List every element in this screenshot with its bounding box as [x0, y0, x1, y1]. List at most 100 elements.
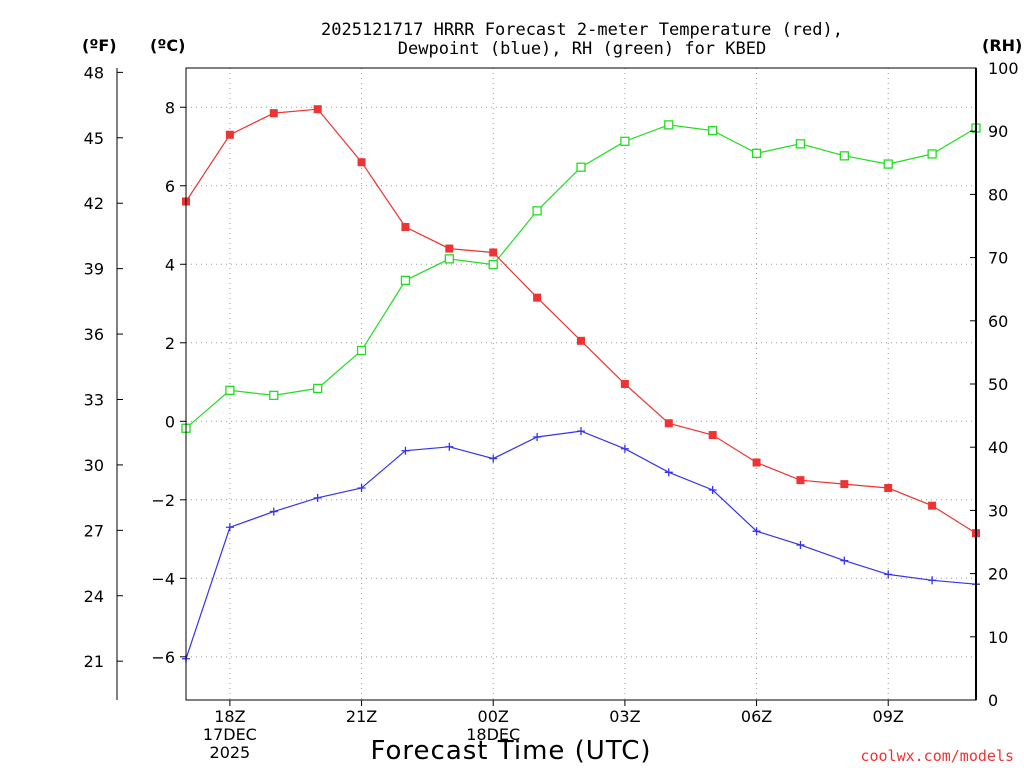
rh-point [444, 254, 454, 264]
rh-point [664, 120, 674, 130]
fahrenheit-tick-label: 33 [84, 390, 104, 409]
time-tick-label: 21Z [346, 707, 377, 726]
temperature-point [928, 501, 937, 510]
series-2-meter-temperature [182, 105, 980, 538]
dewpoint-point [313, 493, 322, 502]
chart-title-line-2: Dewpoint (blue), RH (green) for KBED [398, 39, 766, 59]
time-tick-label: 09Z [873, 707, 904, 726]
dewpoint-point [884, 570, 893, 579]
dewpoint-point [577, 427, 585, 436]
dewpoint-point [401, 446, 410, 455]
rh-tick-label: 10 [988, 628, 1008, 647]
celsius-tick-label: 2 [165, 334, 175, 353]
time-tick-label: 18Z [214, 707, 245, 726]
rh-point [795, 139, 806, 149]
rh-tick-label: 50 [988, 375, 1008, 394]
time-tick-label: 18DEC [466, 725, 520, 744]
rh-point [532, 206, 542, 216]
rh-tick-label: 60 [988, 312, 1008, 331]
dewpoint-point [796, 540, 805, 549]
celsius-tick-label: −4 [151, 569, 175, 588]
rh-point [883, 159, 893, 169]
series-rh [181, 120, 981, 433]
rh-point [225, 385, 235, 395]
dewpoint-point [269, 507, 278, 516]
fahrenheit-tick-label: 24 [84, 587, 104, 606]
rh-point [839, 151, 849, 161]
rh-point [620, 136, 630, 146]
rh-axis: 0 10 20 30 40 50 60 70 80 90 100 [970, 59, 1019, 710]
dewpoint-point [489, 454, 498, 463]
rh-tick-label: 90 [988, 122, 1008, 141]
dewpoint-point [752, 527, 761, 536]
chart-title: 2025121717 HRRR Forecast 2-meter Tempera… [321, 20, 843, 59]
rh-point [313, 383, 323, 394]
fahrenheit-tick-label: 27 [84, 521, 104, 540]
rh-point [708, 125, 718, 136]
rh-tick-label: 20 [988, 565, 1008, 584]
rh-point [488, 259, 498, 270]
rh-tick-label: 80 [988, 185, 1008, 204]
dewpoint-point [664, 468, 673, 477]
rh-tick-label: 40 [988, 438, 1008, 457]
time-tick-label: 03Z [609, 707, 640, 726]
time-tick-label: 06Z [741, 707, 772, 726]
dewpoint-point [533, 432, 542, 441]
rh-tick-label: 30 [988, 501, 1008, 520]
temperature-point [357, 158, 366, 167]
temperature-point [313, 105, 322, 114]
temperature-point [752, 458, 761, 467]
celsius-tick-label: 6 [165, 177, 175, 196]
celsius-tick-label: 8 [165, 98, 175, 117]
celsius-tick-label: −2 [151, 491, 175, 510]
time-tick-label: 17DEC [203, 725, 257, 744]
series-layer [181, 105, 981, 663]
celsius-tick-label: −6 [151, 648, 175, 667]
temperature-point [664, 419, 673, 428]
temperature-point [401, 222, 410, 231]
time-tick-label: 2025 [210, 743, 251, 762]
rh-point [269, 390, 279, 401]
series-line [185, 108, 977, 534]
series-line [185, 430, 977, 659]
celsius-tick-label: 4 [165, 255, 175, 274]
celsius-unit-label: (ºC) [150, 36, 185, 55]
credit-label: coolwx.com/models [860, 747, 1014, 765]
fahrenheit-axis: 21 24 27 30 33 36 39 42 45 48 [84, 63, 123, 671]
fahrenheit-tick-label: 45 [84, 129, 104, 148]
temperature-point [577, 336, 585, 345]
rh-tick-label: 100 [988, 59, 1019, 78]
rh-tick-label: 70 [988, 249, 1008, 268]
dewpoint-point [928, 576, 937, 585]
fahrenheit-tick-label: 36 [84, 325, 104, 344]
rh-point [751, 148, 762, 158]
dewpoint-point [357, 484, 366, 493]
chart-title-line-1: 2025121717 HRRR Forecast 2-meter Tempera… [321, 20, 843, 40]
fahrenheit-tick-label: 39 [84, 260, 104, 279]
fahrenheit-unit-label: (ºF) [82, 36, 117, 55]
temperature-point [708, 431, 717, 440]
celsius-axis: −6 −4 −2 0 2 4 6 8 [151, 98, 186, 667]
temperature-point [225, 130, 234, 139]
celsius-tick-label: 0 [165, 412, 175, 431]
rh-unit-label: (RH) [982, 36, 1022, 55]
temperature-point [269, 109, 278, 118]
temperature-point [884, 484, 893, 493]
fahrenheit-tick-label: 48 [84, 63, 104, 82]
rh-point [356, 345, 367, 356]
x-axis-label: Forecast Time (UTC) [370, 736, 651, 766]
rh-point [927, 149, 937, 159]
temperature-point [445, 244, 454, 253]
dewpoint-point [620, 444, 629, 453]
fahrenheit-tick-label: 30 [84, 456, 104, 475]
dewpoint-point [708, 485, 717, 494]
temperature-point [533, 293, 542, 302]
temperature-point [620, 380, 629, 388]
rh-tick-label: 0 [988, 691, 998, 710]
dewpoint-point [225, 523, 234, 532]
fahrenheit-tick-label: 21 [84, 652, 104, 671]
temperature-point [840, 480, 849, 489]
dewpoint-point [840, 556, 849, 565]
